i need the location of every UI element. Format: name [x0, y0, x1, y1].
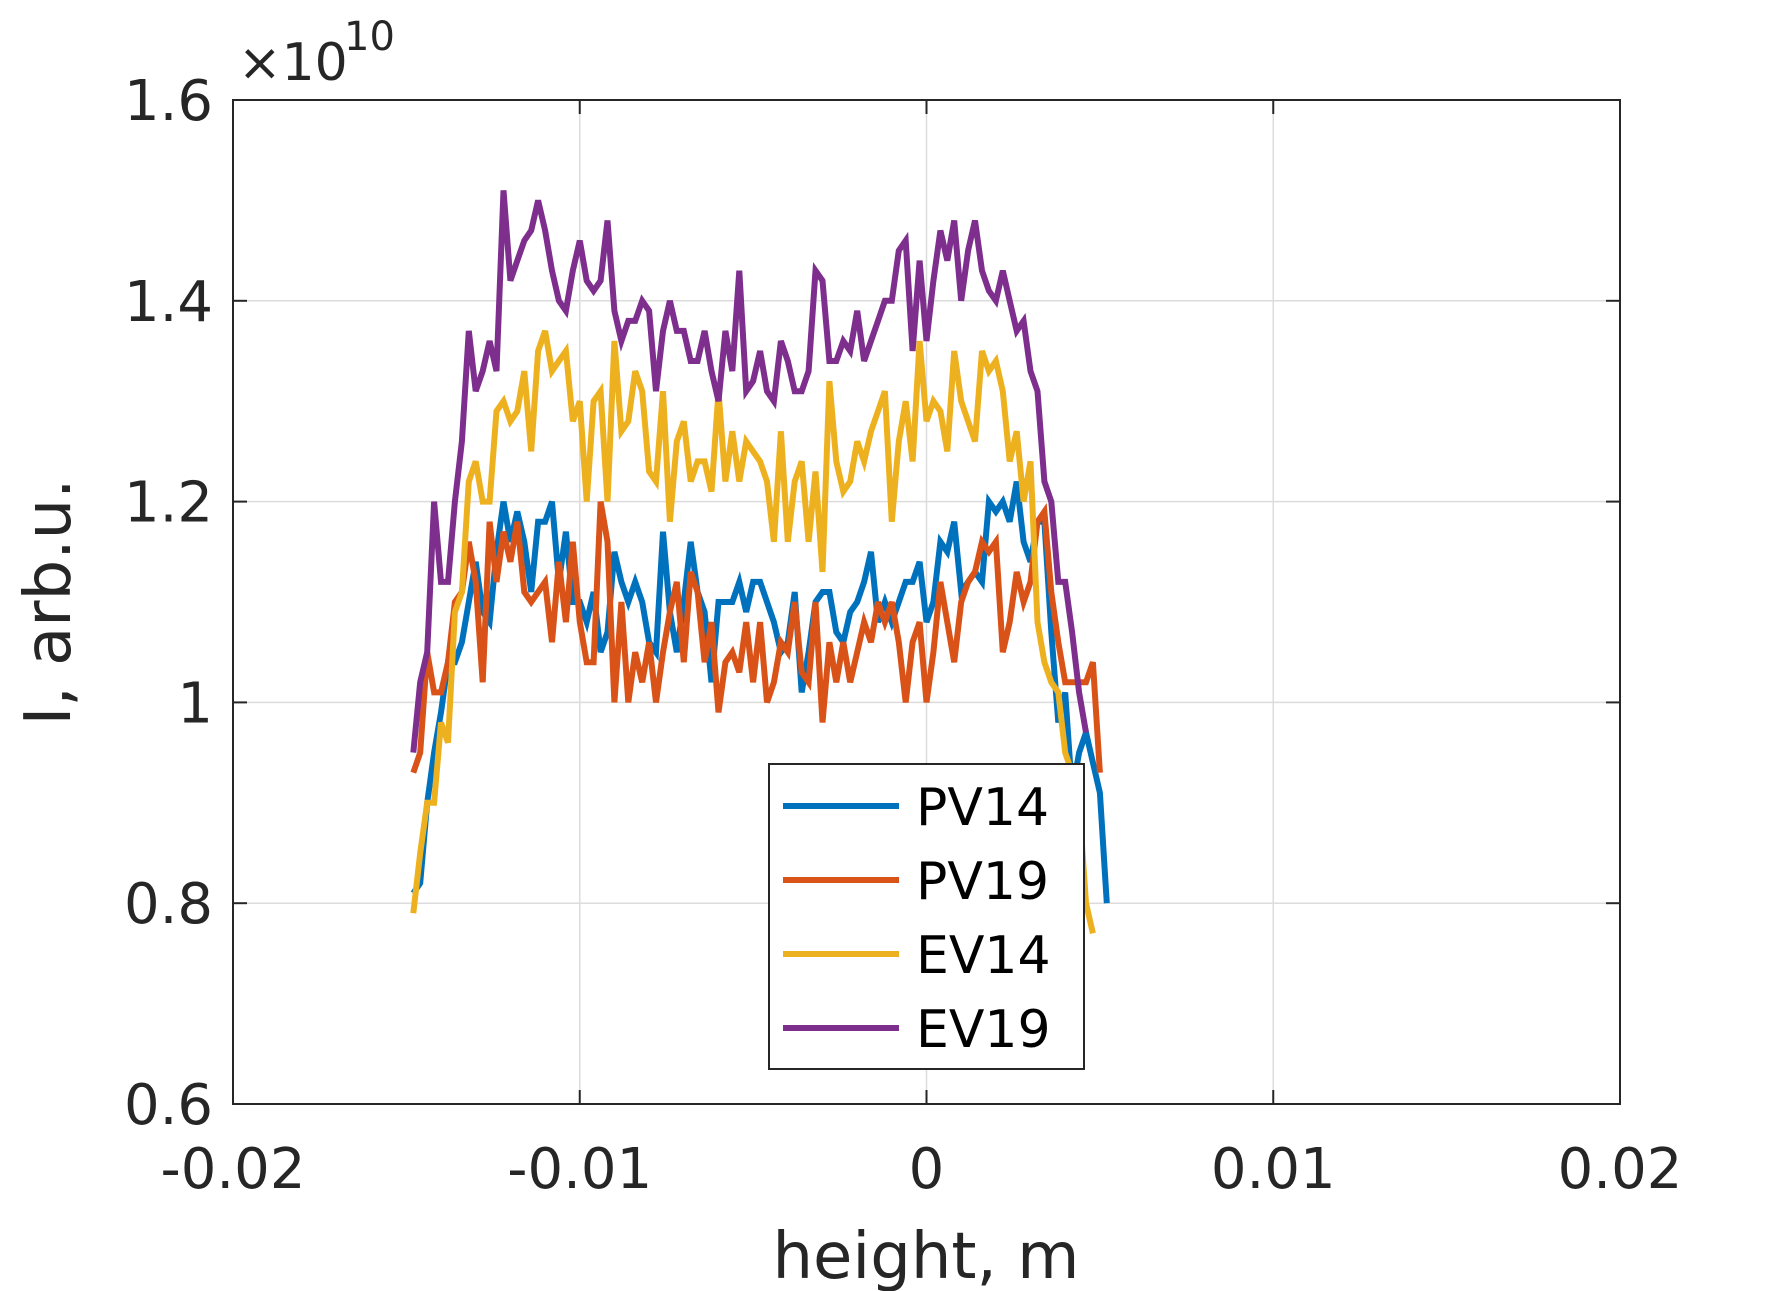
x-tick-label: 0: [909, 1137, 945, 1202]
legend-label: PV14: [916, 778, 1049, 838]
y-exponent-power: 10: [344, 14, 395, 60]
y-exponent-base: ×10: [238, 33, 348, 93]
y-tick-label: 0.8: [124, 872, 213, 937]
series-line-pv14: [410, 480, 1110, 904]
legend: PV14 PV19 EV14 EV19: [768, 763, 1085, 1070]
y-axis-title: I, arb.u.: [12, 479, 86, 726]
legend-box: [768, 763, 1085, 1070]
y-tick-label: 1: [177, 671, 213, 736]
x-axis-title: height, m: [772, 1220, 1079, 1291]
x-tick-label: -0.02: [161, 1137, 306, 1202]
y-tick-label: 0.6: [124, 1073, 213, 1138]
series-layer: [410, 190, 1110, 934]
legend-label: EV14: [916, 926, 1051, 986]
y-tick-label: 1.2: [124, 471, 213, 536]
series-line-pv19: [410, 501, 1103, 774]
y-tick-label: 1.4: [124, 270, 213, 335]
legend-label: PV19: [916, 852, 1049, 912]
ticks: [232, 99, 1621, 1105]
x-tick-label: 0.02: [1558, 1137, 1683, 1202]
x-tick-label: -0.01: [507, 1137, 652, 1202]
series-line-ev19: [410, 190, 1089, 753]
x-tick-label: 0.01: [1211, 1137, 1336, 1202]
legend-label: EV19: [916, 1000, 1051, 1060]
tick-labels: -0.02 -0.01 0 0.01 0.02 0.6 0.8 1 1.2 1.4 1.6: [124, 69, 1682, 1202]
y-tick-label: 1.6: [124, 69, 213, 134]
series-line-ev14: [410, 329, 1096, 934]
y-exponent-label: ×10 10: [238, 14, 395, 93]
